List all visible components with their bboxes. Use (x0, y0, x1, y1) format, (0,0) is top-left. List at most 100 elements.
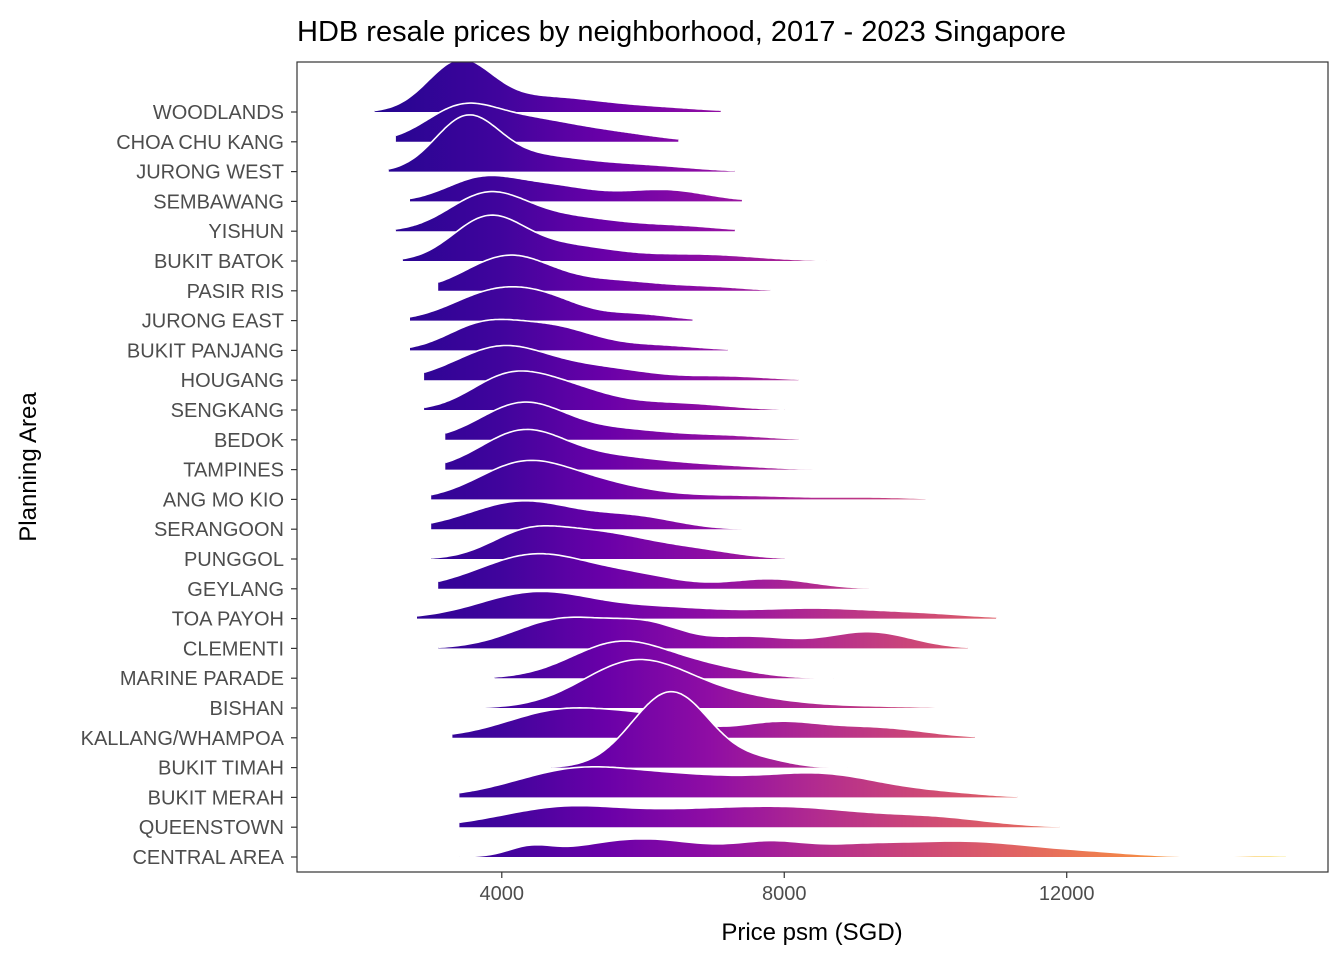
ridge-area-jurong-east (410, 286, 693, 321)
y-tick-label: CENTRAL AREA (132, 847, 284, 869)
y-tick-label: PASIR RIS (187, 281, 284, 303)
x-axis-title: Price psm (SGD) (721, 919, 902, 946)
y-tick-label: CHOA CHU KANG (116, 132, 284, 154)
y-tick-label: SEMBAWANG (153, 191, 284, 213)
ridge-outline-jurong-east (409, 286, 693, 320)
ridge-outline-bishan (431, 658, 1025, 709)
ridge-bukit-timah (551, 690, 848, 769)
ridge-area-queenstown (459, 805, 1060, 828)
y-tick-label: PUNGGOL (184, 549, 284, 571)
ridge-area-punggol (431, 525, 785, 559)
x-tick-label: 4000 (480, 883, 525, 905)
ridge-pasir-ris (437, 254, 771, 291)
ridge-area-bukit-merah (459, 766, 1018, 798)
ridge-area-bukit-panjang (410, 319, 728, 351)
y-tick-label: TOA PAYOH (172, 609, 284, 631)
plot-panel-border (296, 61, 1329, 873)
chart-title: HDB resale prices by neighborhood, 2017 … (297, 16, 1066, 48)
ridge-outline-geylang (438, 552, 870, 589)
y-axis-title: Planning Area (15, 392, 42, 542)
ridge-outline-sembawang (409, 174, 742, 200)
ridge-bukit-batok (402, 214, 827, 262)
ridge-area-pasir-ris (438, 255, 771, 291)
y-tick-label: SENGKANG (171, 400, 284, 422)
y-tick-label: BUKIT TIMAH (158, 758, 284, 780)
y-tick-label: BUKIT PANJANG (127, 340, 284, 362)
y-tick-label: CLEMENTI (183, 638, 284, 660)
ridge-outline-choa-chu-kang (395, 102, 679, 140)
ridge-outline-toa-payoh (416, 590, 997, 618)
y-tick-label: BUKIT MERAH (148, 787, 284, 809)
ridge-outline-serangoon (431, 500, 778, 530)
x-axis: 4000 8000 12000 (480, 872, 1095, 905)
y-tick-label: HOUGANG (181, 370, 284, 392)
ridge-outline-queenstown (459, 804, 1060, 828)
x-tick-label: 8000 (762, 883, 807, 905)
ridge-outline-central-area (459, 837, 1286, 858)
ridge-sengkang (423, 370, 785, 411)
ridge-bishan (431, 658, 1025, 709)
ridge-outline-pasir-ris (437, 254, 771, 291)
ridge-outline-bukit-merah (459, 766, 1018, 798)
ridge-geylang (438, 552, 870, 589)
ridge-ang-mo-kio (431, 459, 926, 500)
ridge-outline-bukit-panjang (409, 318, 728, 350)
x-tick-label: 12000 (1039, 883, 1095, 905)
ridge-area-ang-mo-kio (431, 460, 926, 500)
ridge-area-bishan (431, 659, 1025, 708)
ridge-area-geylang (438, 553, 869, 589)
y-tick-label: MARINE PARADE (120, 668, 284, 690)
y-tick-label: WOODLANDS (153, 102, 284, 124)
y-tick-label: BEDOK (214, 430, 285, 452)
y-tick-label: KALLANG/WHAMPOA (81, 728, 285, 750)
ridge-central-area (459, 837, 1286, 858)
ridge-toa-payoh (416, 590, 997, 619)
y-axis: CENTRAL AREA QUEENSTOWN BUKIT MERAH BUKIT T… (81, 102, 297, 869)
ridge-area-jurong-west (388, 114, 735, 172)
ridge-outline-tampines (445, 428, 813, 470)
y-tick-label: GEYLANG (187, 579, 284, 601)
ridges-group (374, 62, 1286, 858)
ridge-area-woodlands (374, 62, 721, 112)
ridge-area-bukit-timah (551, 691, 848, 768)
ridge-outline-bedok (445, 401, 799, 440)
ridge-serangoon (431, 500, 778, 530)
ridge-clementi (438, 616, 968, 649)
y-tick-label: BISHAN (210, 698, 284, 720)
ridge-bukit-panjang (409, 318, 728, 351)
y-tick-label: JURONG EAST (142, 311, 284, 333)
ridge-woodlands (374, 62, 721, 112)
y-tick-label: JURONG WEST (136, 162, 284, 184)
ridge-queenstown (459, 804, 1060, 828)
ridge-outline-yishun (395, 190, 735, 230)
ridge-outline-woodlands (374, 62, 721, 112)
ridge-outline-jurong-west (388, 114, 735, 172)
ridge-area-central-area (459, 838, 1286, 857)
ridge-outline-bukit-batok (402, 214, 827, 262)
ridge-area-toa-payoh (417, 591, 997, 619)
y-tick-label: ANG MO KIO (163, 489, 284, 511)
ridge-outline-sengkang (423, 370, 785, 411)
ridge-tampines (445, 428, 813, 470)
y-tick-label: SERANGOON (154, 519, 284, 541)
y-tick-label: TAMPINES (183, 460, 284, 482)
ridge-marine-parade (494, 640, 834, 679)
ridge-outline-punggol (431, 525, 785, 559)
ridge-outline-hougang (423, 344, 799, 380)
y-tick-label: QUEENSTOWN (139, 817, 284, 839)
ridge-area-clementi (438, 617, 968, 649)
ridge-area-serangoon (431, 500, 778, 530)
y-tick-label: BUKIT BATOK (154, 251, 285, 273)
ridge-outline-ang-mo-kio (431, 459, 926, 500)
ridge-outline-clementi (438, 616, 968, 649)
ridge-area-tampines (445, 429, 813, 470)
ridge-area-marine-parade (494, 641, 834, 679)
ridge-outline-marine-parade (494, 640, 834, 679)
ridge-punggol (431, 525, 785, 559)
ridge-bukit-merah (459, 766, 1018, 798)
ridge-jurong-west (388, 114, 735, 172)
ridge-area-sengkang (424, 371, 785, 410)
y-tick-label: YISHUN (208, 221, 284, 243)
ridge-outline-bukit-timah (551, 690, 848, 769)
